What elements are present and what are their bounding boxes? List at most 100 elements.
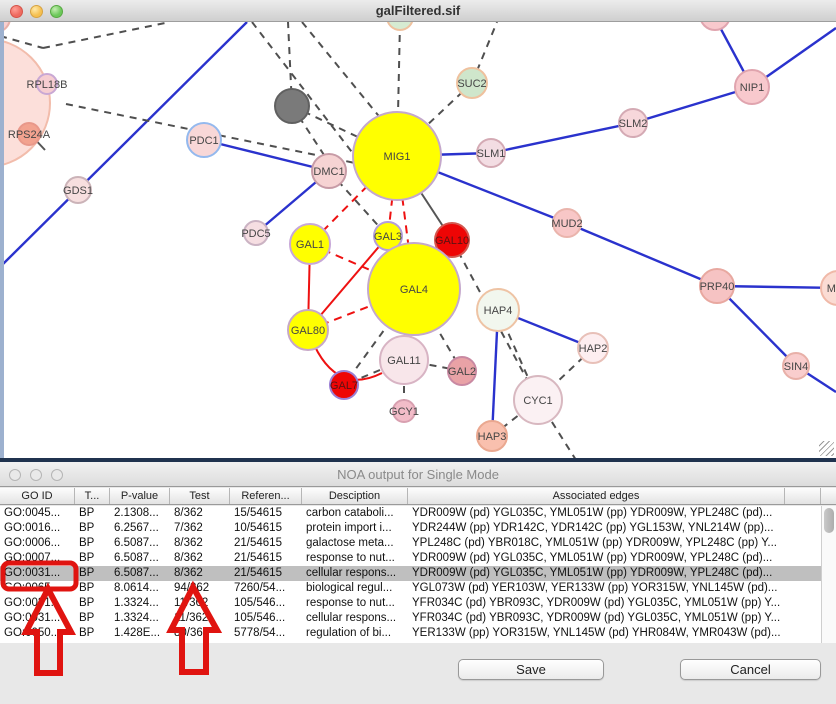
close-button[interactable] (10, 4, 23, 18)
node-MSL[interactable] (820, 270, 836, 306)
node-label: HAP4 (484, 305, 513, 317)
table-body: GO:0045... BP 2.1308... 8/362 15/54615 carbon… (0, 506, 821, 643)
column-header-p-value[interactable]: P-value (110, 488, 170, 504)
node-PDC5[interactable] (243, 220, 269, 246)
resize-grip-icon[interactable] (819, 441, 834, 456)
table-row[interactable]: GO:0006... BP 6.5087... 8/362 21/54615 galact… (0, 536, 821, 551)
network-edge (491, 399, 539, 437)
node-GAL1[interactable] (289, 223, 331, 265)
node-label: GAL1 (296, 239, 324, 251)
cell: GO:0031... (4, 612, 61, 624)
zoom-button[interactable] (50, 4, 63, 18)
zoom-button-inactive[interactable] (51, 469, 63, 481)
node-RPS24A[interactable] (17, 122, 41, 146)
table-row[interactable]: GO:0007... BP 6.5087... 8/362 21/54615 respon… (0, 551, 821, 566)
cell: 105/546... (234, 612, 286, 624)
node-GAL11[interactable] (379, 335, 429, 385)
cell: protein import i... (306, 522, 392, 534)
scrollbar[interactable] (821, 506, 836, 643)
cell: regulation of bi... (306, 627, 392, 639)
cell: 21/54615 (234, 567, 282, 579)
cell: YPL248C (pd) YBR018C, YML051W (pp) YDR00… (412, 537, 778, 549)
node-SUC2[interactable] (456, 67, 488, 99)
table-row[interactable]: GO:0031... BP 1.3324... 11/362 105/546... res… (0, 596, 821, 611)
cell: GO:0031... (4, 597, 61, 609)
cell: 80/362 (174, 627, 210, 639)
node-RPL18B[interactable] (36, 73, 58, 95)
node-GCY1[interactable] (392, 399, 416, 423)
cell: 8/362 (174, 567, 203, 579)
table-row[interactable]: GO:0016... BP 6.2567... 7/362 10/54615 protei… (0, 521, 821, 536)
node-HAP2[interactable] (577, 332, 609, 364)
node-unlabeled[interactable] (700, 22, 730, 31)
network-edge (301, 22, 383, 121)
network-canvas[interactable]: RPL18B RPS24A GDS1 PDC1 DMC1 MIG1 SUC2 SLM2 SLM1… (0, 22, 836, 458)
table-row[interactable]: GO:0045... BP 2.1308... 8/362 15/54615 carbon… (0, 506, 821, 521)
network-edge (451, 239, 539, 401)
node-label: RPL18B (27, 79, 68, 91)
node-GAL10[interactable] (434, 222, 470, 258)
noa-window-titlebar[interactable]: NOA output for Single Mode (0, 462, 836, 487)
node-label: GAL3 (374, 231, 402, 243)
node-GDS1[interactable] (64, 176, 92, 204)
node-HAP3[interactable] (476, 420, 508, 452)
node-label: SLM2 (619, 118, 648, 130)
scrollbar-thumb[interactable] (824, 508, 834, 533)
node-GAL7[interactable] (329, 370, 359, 400)
node-unlabeled[interactable] (274, 88, 310, 124)
table-row[interactable]: GO:0031... BP 1.3324... 11/362 105/546... cel… (0, 611, 821, 626)
node-MIG1[interactable] (352, 111, 442, 201)
node-unlabeled[interactable] (386, 22, 414, 31)
node-label: DMC1 (313, 166, 344, 178)
node-label: MUD2 (551, 218, 582, 230)
column-header-t-[interactable]: T... (75, 488, 110, 504)
node-HAP4[interactable] (476, 288, 520, 332)
node-DMC1[interactable] (311, 153, 347, 189)
node-label: GAL7 (330, 380, 358, 392)
close-button-inactive[interactable] (9, 469, 21, 481)
minimize-button-inactive[interactable] (30, 469, 42, 481)
network-edge (403, 359, 463, 372)
table-row[interactable]: GO:0050... BP 1.428E... 80/362 5778/54... reg… (0, 626, 821, 641)
cell: YGL073W (pd) YER103W, YER133W (pp) YOR31… (412, 582, 778, 594)
column-header-desciption[interactable]: Desciption (302, 488, 408, 504)
node-PDC1[interactable] (186, 122, 222, 158)
node-GAL4[interactable] (367, 242, 461, 336)
network-edge (632, 85, 753, 125)
cell: 8/362 (174, 537, 203, 549)
table-row[interactable]: GO:0065... BP 8.0614... 94/362 7260/54... bio… (0, 581, 821, 596)
minimize-button[interactable] (30, 4, 43, 18)
node-CYC1[interactable] (513, 375, 563, 425)
node-GAL80[interactable] (287, 309, 329, 351)
cell: 21/54615 (234, 537, 282, 549)
column-header-filler[interactable] (785, 488, 821, 504)
network-window-titlebar[interactable]: galFiltered.sif (0, 0, 836, 22)
node-GAL2[interactable] (447, 356, 477, 386)
cell: BP (79, 552, 95, 564)
cell: 2.1308... (114, 507, 159, 519)
table-row[interactable]: GO:0031... BP 6.5087... 8/362 21/54615 cellul… (0, 566, 821, 581)
network-edge (716, 285, 797, 367)
cell: 94/362 (174, 582, 210, 594)
node-MUD2[interactable] (552, 208, 582, 238)
node-label: GDS1 (63, 185, 93, 197)
column-header-referen-[interactable]: Referen... (230, 488, 302, 504)
node-NIP1[interactable] (734, 69, 770, 105)
node-PRP40[interactable] (699, 268, 735, 304)
node-label: GAL80 (291, 325, 325, 337)
column-header-go-id[interactable]: GO ID (0, 488, 75, 504)
cancel-button[interactable]: Cancel (680, 659, 821, 680)
network-edge (423, 82, 473, 129)
column-header-test[interactable]: Test (170, 488, 230, 504)
cell: response to nut... (306, 597, 395, 609)
network-edge (251, 22, 359, 161)
save-button[interactable]: Save (458, 659, 604, 680)
network-edge (328, 170, 403, 253)
node-SLM1[interactable] (476, 138, 506, 168)
network-edge (291, 105, 327, 159)
node-SLM2[interactable] (618, 108, 648, 138)
node-SIN4[interactable] (782, 352, 810, 380)
node-label: GAL2 (448, 366, 476, 378)
column-header-associated-edges[interactable]: Associated edges (408, 488, 785, 504)
cell: 15/54615 (234, 507, 282, 519)
